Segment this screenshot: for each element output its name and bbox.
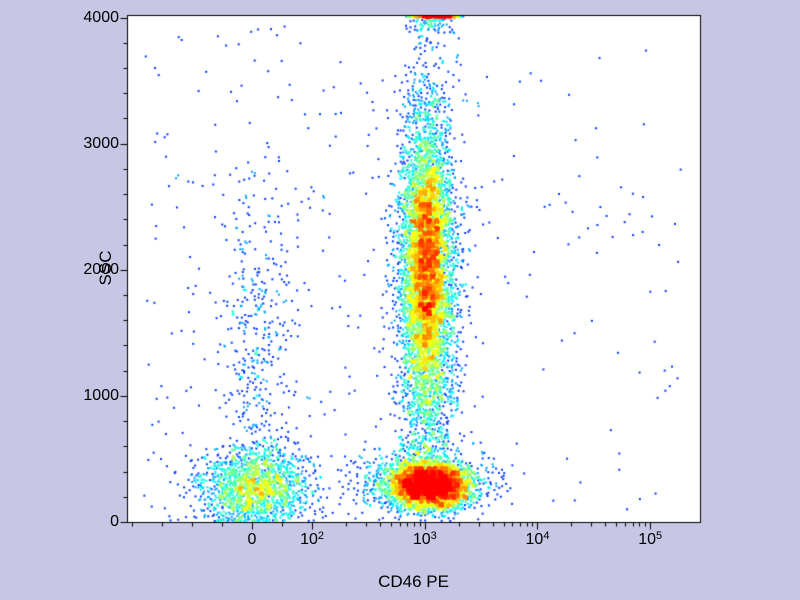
x-tick-exponent: 3 [430,530,437,542]
x-tick-label: 104 [525,530,550,549]
y-tick-label: 4000 [83,8,119,26]
x-tick-label: 102 [300,530,325,549]
x-axis-title: CD46 PE [378,572,449,591]
y-tick-label: 1000 [83,386,119,404]
y-tick-label: 3000 [83,134,119,152]
x-tick-exponent: 2 [317,530,325,542]
x-tick-label: 103 [412,530,437,549]
x-tick-exponent: 5 [656,530,663,542]
y-tick-label: 2000 [83,260,119,278]
x-tick-label: 105 [638,530,663,549]
x-tick-label: 0 [247,531,257,548]
x-tick-exponent: 4 [543,530,550,542]
y-tick-label: 0 [110,513,119,530]
